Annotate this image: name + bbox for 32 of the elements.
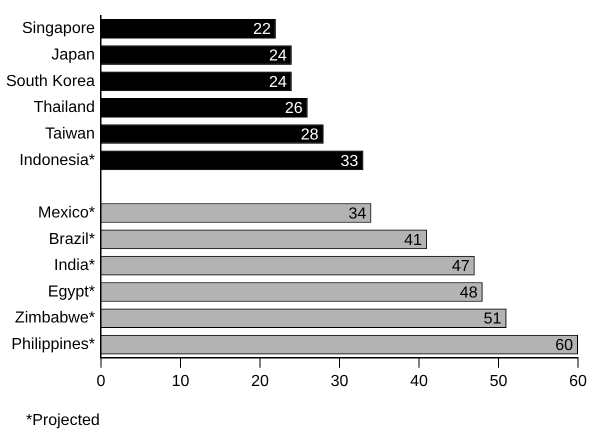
y-tick-label: Zimbabwe* (14, 310, 95, 327)
data-label: 26 (284, 100, 303, 118)
data-label: 60 (555, 337, 574, 354)
y-tick-label: Mexico* (38, 204, 95, 222)
y-tick-label: Singapore (22, 20, 96, 38)
data-label: 48 (460, 284, 478, 302)
x-tick-label: 20 (251, 372, 269, 390)
x-tick-label: 40 (410, 372, 428, 390)
data-label: 51 (484, 310, 502, 328)
y-tick-label: Brazil* (48, 230, 95, 248)
x-tick-label: 0 (96, 372, 106, 390)
data-label: 22 (253, 21, 271, 38)
data-label: 24 (268, 47, 287, 64)
x-tick-label: 50 (490, 372, 508, 390)
data-label: 24 (268, 74, 287, 91)
data-label: 33 (340, 152, 358, 170)
text: *Projected (26, 412, 100, 429)
y-tick-label: Egypt* (48, 283, 95, 300)
data-label: 41 (404, 232, 422, 249)
data-label: 34 (348, 205, 366, 222)
x-tick-label: 10 (172, 372, 190, 390)
y-tick-label: Japan (51, 46, 95, 64)
x-tick-label: 60 (569, 372, 587, 390)
x-tick-label: 30 (330, 372, 348, 390)
data-label: 47 (452, 258, 470, 276)
y-tick-label: Thailand (34, 99, 95, 116)
y-tick-label: South Korea (6, 72, 96, 90)
data-label: 28 (300, 126, 319, 144)
y-tick-label: Indonesia* (19, 152, 95, 169)
y-tick-label: Philippines* (11, 336, 95, 354)
y-tick-label: India* (54, 257, 95, 274)
y-tick-label: Taiwan (45, 125, 95, 142)
